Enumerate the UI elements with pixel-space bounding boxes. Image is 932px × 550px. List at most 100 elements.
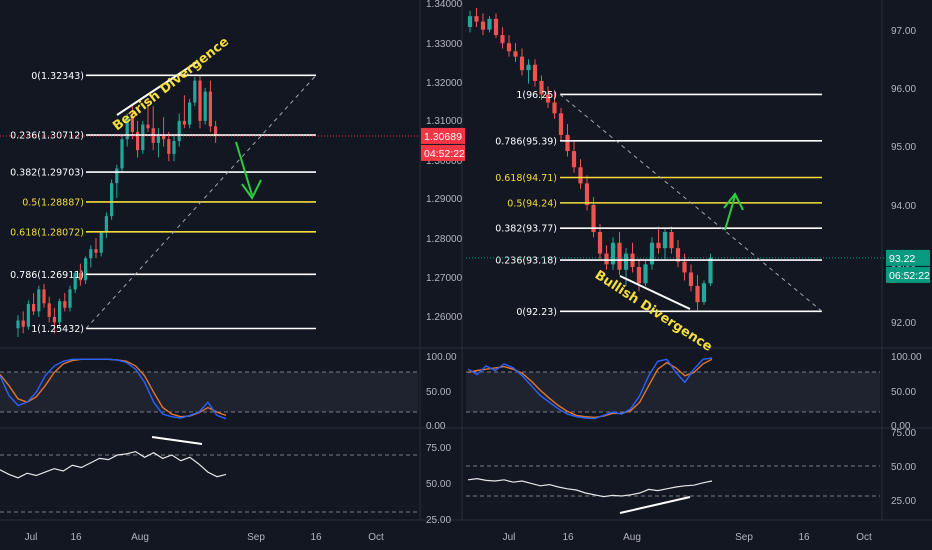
candle (493, 18, 499, 36)
candle (21, 320, 25, 327)
y-tick-label: 1.28000 (426, 234, 463, 245)
candle (16, 320, 20, 329)
x-tick-label: Oct (368, 532, 384, 543)
x-tick-label: 16 (310, 532, 322, 543)
candle (578, 167, 583, 184)
candle (26, 304, 30, 327)
candle (500, 35, 505, 44)
candle (208, 91, 212, 127)
last-price-badge (886, 249, 930, 266)
candle (617, 242, 622, 270)
candle (474, 16, 479, 22)
candle (42, 289, 46, 304)
candle (125, 117, 129, 140)
y-tick-label: 95.00 (891, 142, 916, 153)
rsi-line (0, 450, 227, 479)
y-tick-label: 96.00 (891, 84, 916, 95)
arrow-head (241, 179, 262, 200)
fib-level-label: 1(1.25432) (31, 324, 84, 335)
candle (695, 285, 700, 303)
rsi-line (467, 477, 713, 498)
candle (32, 304, 36, 312)
last-price-badge (421, 127, 465, 144)
candle (182, 120, 186, 125)
x-tick-label: Sep (247, 532, 265, 543)
candle (513, 51, 518, 57)
fib-level-label: 0.786(1.26911) (10, 270, 84, 281)
candle (52, 316, 56, 323)
candle (203, 91, 207, 121)
divergence-line-price (116, 61, 198, 116)
x-tick-label: 16 (562, 532, 574, 543)
fib-level-label: 0(1.32343) (31, 71, 84, 82)
candle (130, 117, 134, 132)
candle (604, 253, 609, 265)
y-tick-label: 1.33000 (426, 39, 463, 50)
candle (84, 258, 88, 281)
stoch-tick-label: 50.00 (891, 387, 916, 398)
fib-level-label: 0.618(1.28072) (10, 227, 84, 238)
fib-level-label: 0.382(93.77) (495, 224, 557, 235)
candle (669, 232, 674, 249)
candle (68, 289, 72, 308)
fib-level-label: 0.618(94.71) (495, 173, 557, 184)
candle (47, 303, 51, 317)
stoch-tick-label: 0.00 (891, 421, 911, 432)
stoch-tick-label: 100.00 (426, 352, 457, 363)
y-tick-label: 1.29000 (426, 194, 463, 205)
candle (177, 120, 181, 142)
candle (37, 289, 41, 312)
fib-level-label: 1(96.25) (516, 90, 557, 101)
candle (649, 242, 655, 265)
stoch-band (466, 372, 880, 412)
candle (682, 261, 687, 273)
candle (120, 139, 124, 169)
y-tick-label: 94.00 (891, 201, 916, 212)
rsi-tick-label: 75.00 (426, 443, 451, 454)
candle (198, 80, 202, 121)
last-price-text: 1.30689 (424, 131, 462, 143)
candle (675, 248, 681, 262)
candle (110, 183, 114, 217)
candle (141, 124, 145, 151)
y-tick-label: 1.27000 (426, 273, 463, 284)
candle (558, 113, 564, 135)
candle (643, 264, 648, 284)
candle (214, 126, 218, 136)
x-tick-label: Sep (735, 532, 753, 543)
candle (63, 301, 67, 308)
stoch-k-line (467, 357, 713, 420)
stoch-k-line (0, 358, 227, 420)
stoch-tick-label: 0.00 (426, 421, 446, 432)
x-tick-label: 16 (70, 532, 82, 543)
candle (623, 253, 629, 270)
candle (519, 56, 525, 71)
candle (708, 257, 713, 284)
fib-level-label: 0.5(94.24) (507, 198, 557, 209)
candle (565, 134, 570, 152)
countdown-text: 06:52:22 (889, 270, 930, 282)
x-tick-label: Jul (503, 532, 516, 543)
candle (636, 267, 642, 284)
y-tick-label: 97.00 (891, 26, 916, 37)
divergence-line-rsi (151, 436, 203, 445)
arrow-down-green (235, 141, 253, 196)
candle (506, 43, 512, 52)
candle (662, 232, 668, 249)
arrow-head (723, 192, 744, 211)
countdown-text: 04:52:22 (424, 148, 465, 160)
y-tick-label: 92.00 (891, 318, 916, 329)
candle (146, 124, 150, 129)
x-tick-label: Aug (623, 532, 641, 543)
candle (73, 272, 77, 290)
candle (656, 242, 661, 249)
candle (532, 64, 538, 81)
stoch-band (0, 372, 418, 412)
candle (89, 249, 93, 259)
candle (94, 249, 98, 253)
candle (99, 232, 103, 253)
divergence-line-rsi (619, 496, 691, 514)
x-tick-label: Oct (856, 532, 872, 543)
y-tick-label: 1.32000 (426, 78, 463, 89)
